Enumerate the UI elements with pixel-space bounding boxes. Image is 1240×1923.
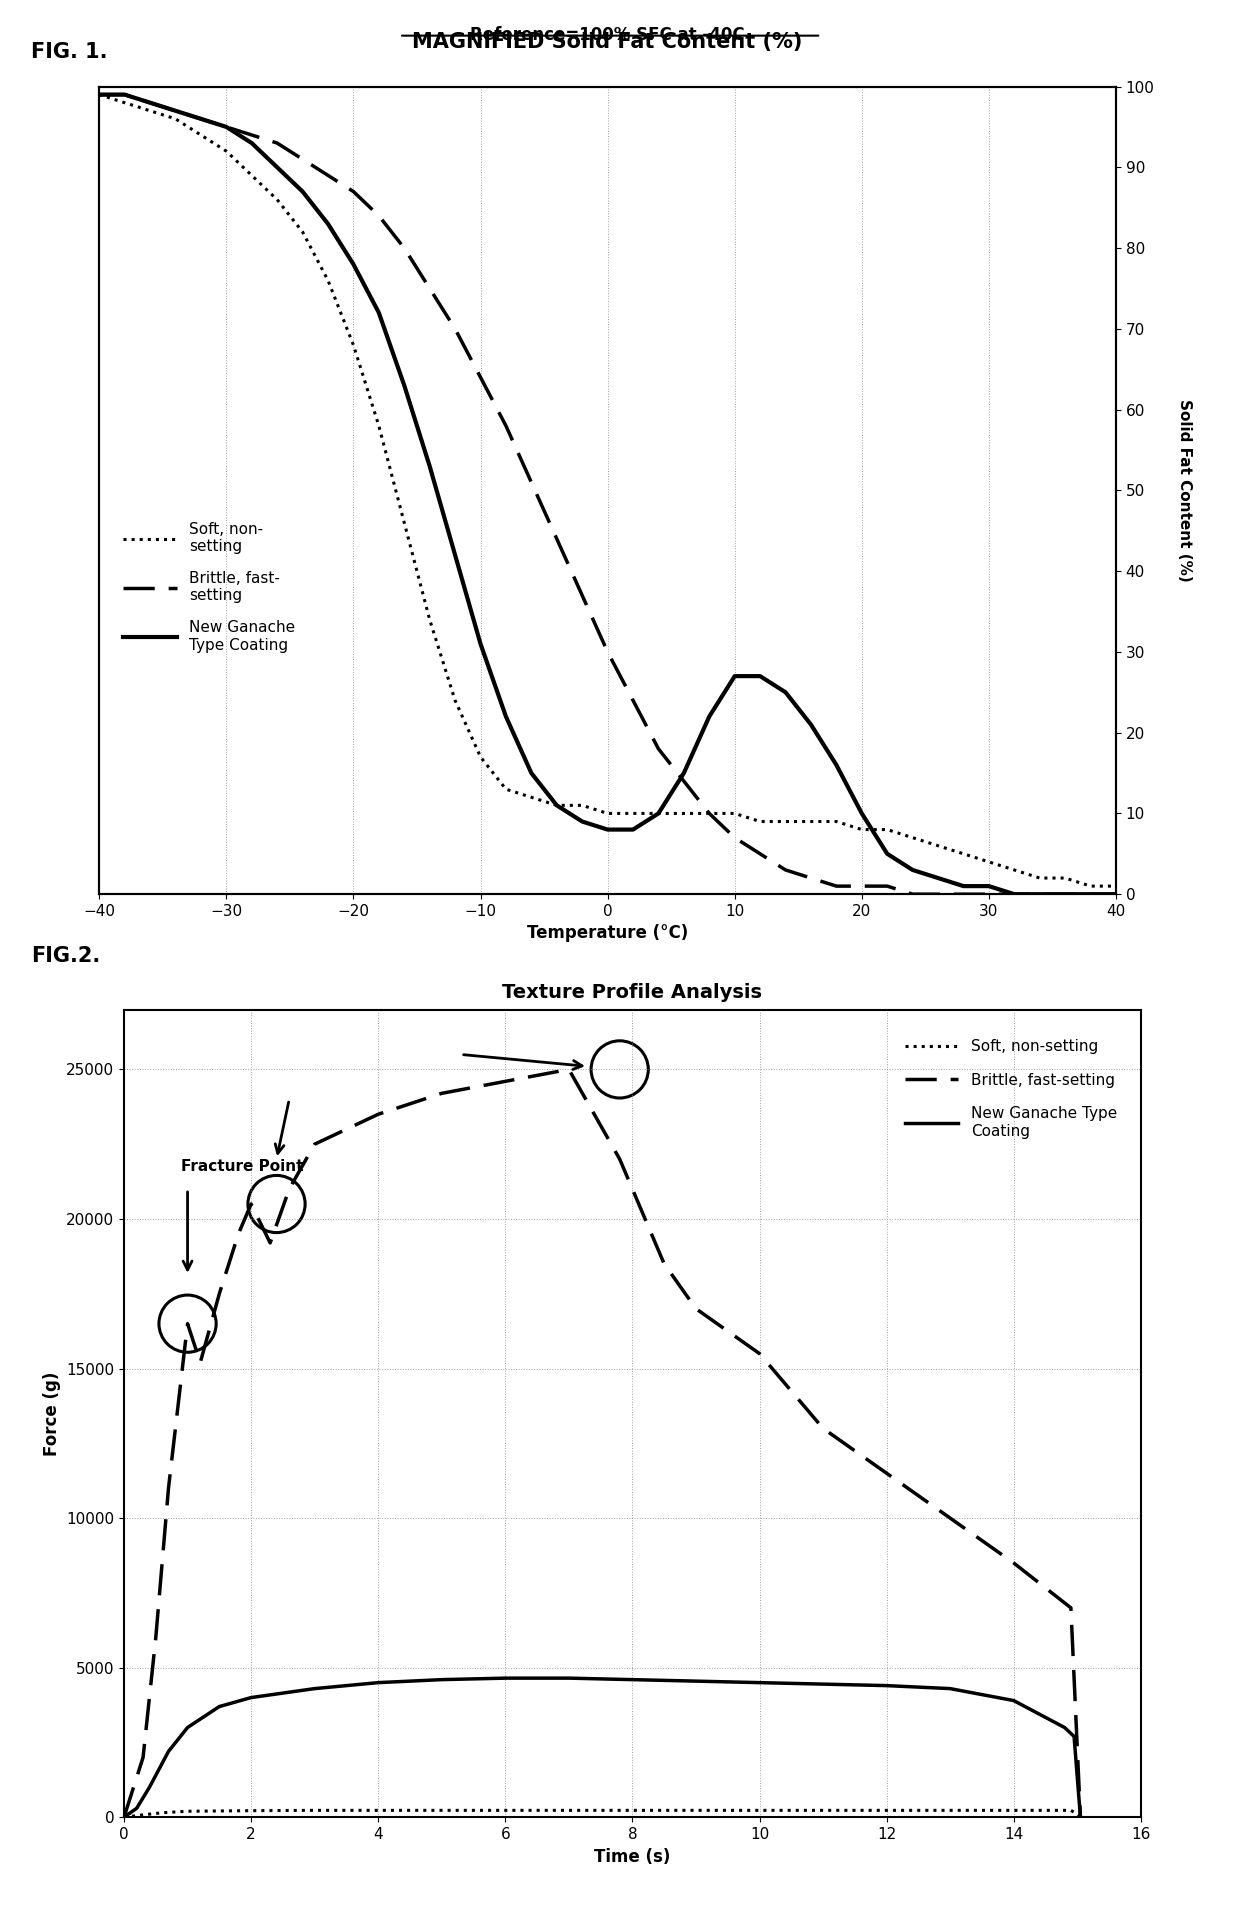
Legend: Soft, non-setting, Brittle, fast-setting, New Ganache Type
Coating: Soft, non-setting, Brittle, fast-setting… [899, 1033, 1123, 1144]
Y-axis label: Solid Fat Content (%): Solid Fat Content (%) [1177, 398, 1192, 583]
Text: Fracture Point: Fracture Point [181, 1160, 304, 1175]
Text: FIG.2.: FIG.2. [31, 946, 100, 965]
Legend: Soft, non-
setting, Brittle, fast-
setting, New Ganache
Type Coating: Soft, non- setting, Brittle, fast- setti… [117, 515, 301, 660]
X-axis label: Time (s): Time (s) [594, 1848, 671, 1865]
Title: MAGNIFIED Solid Fat Content (%): MAGNIFIED Solid Fat Content (%) [413, 31, 802, 52]
Text: Reference=100% SFC at -40C: Reference=100% SFC at -40C [470, 25, 745, 44]
X-axis label: Temperature (°C): Temperature (°C) [527, 925, 688, 942]
Y-axis label: Force (g): Force (g) [42, 1371, 61, 1456]
Title: Texture Profile Analysis: Texture Profile Analysis [502, 983, 763, 1002]
Text: FIG. 1.: FIG. 1. [31, 42, 108, 62]
